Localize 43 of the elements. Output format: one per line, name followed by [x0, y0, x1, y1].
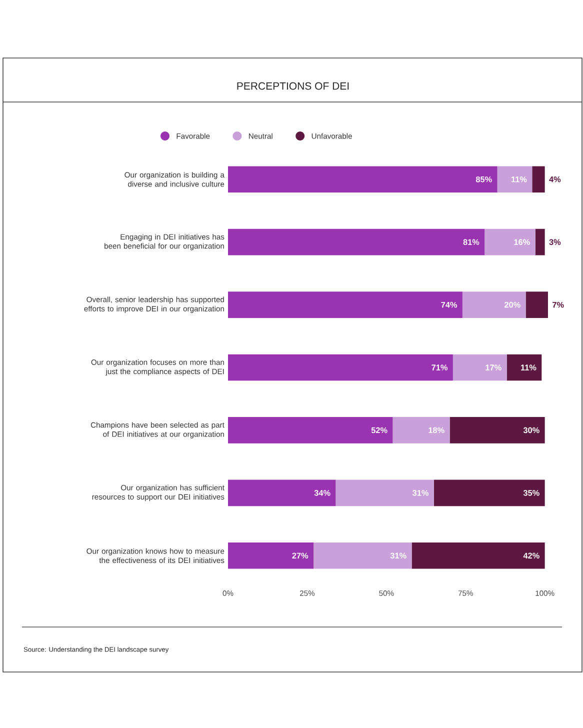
data-label: 71% [432, 364, 448, 370]
bar [228, 166, 498, 193]
chart-title: PERCEPTIONS OF DEI [237, 82, 349, 90]
data-label: 74% [441, 302, 458, 308]
bar [392, 417, 450, 444]
data-label: 30% [523, 427, 540, 434]
data-label: 34% [314, 490, 330, 496]
data-label: 42% [523, 552, 540, 559]
bar [228, 292, 462, 318]
data-label: 20% [504, 302, 520, 308]
data-label: 4% [549, 176, 561, 182]
data-label: 35% [523, 490, 540, 496]
data-label: 11% [512, 176, 527, 182]
data-label: 16% [514, 239, 530, 245]
data-label: 7% [552, 302, 564, 308]
bar [535, 228, 545, 256]
bar [484, 228, 536, 256]
bar [228, 354, 453, 381]
bar [314, 542, 412, 569]
bar [228, 542, 314, 569]
bar [228, 417, 393, 444]
bar [532, 166, 545, 193]
bar [228, 228, 485, 256]
bar [450, 417, 545, 444]
bar [526, 292, 548, 318]
data-label: 27% [292, 552, 308, 559]
data-label: 81% [463, 239, 480, 245]
bar [497, 166, 532, 193]
data-label: 31% [390, 552, 406, 559]
bar [412, 542, 545, 569]
bar [506, 354, 542, 381]
bar [452, 354, 507, 381]
data-label: 3% [549, 239, 561, 245]
data-label: 17% [486, 364, 502, 370]
data-label: 18% [428, 427, 444, 434]
bar [434, 480, 545, 506]
bar [462, 292, 526, 318]
bar [336, 480, 434, 506]
data-label: 31% [412, 490, 429, 496]
data-label: 85% [476, 176, 492, 182]
bar [228, 480, 336, 506]
data-label: 52% [371, 427, 388, 434]
data-label: 11% [521, 364, 536, 370]
